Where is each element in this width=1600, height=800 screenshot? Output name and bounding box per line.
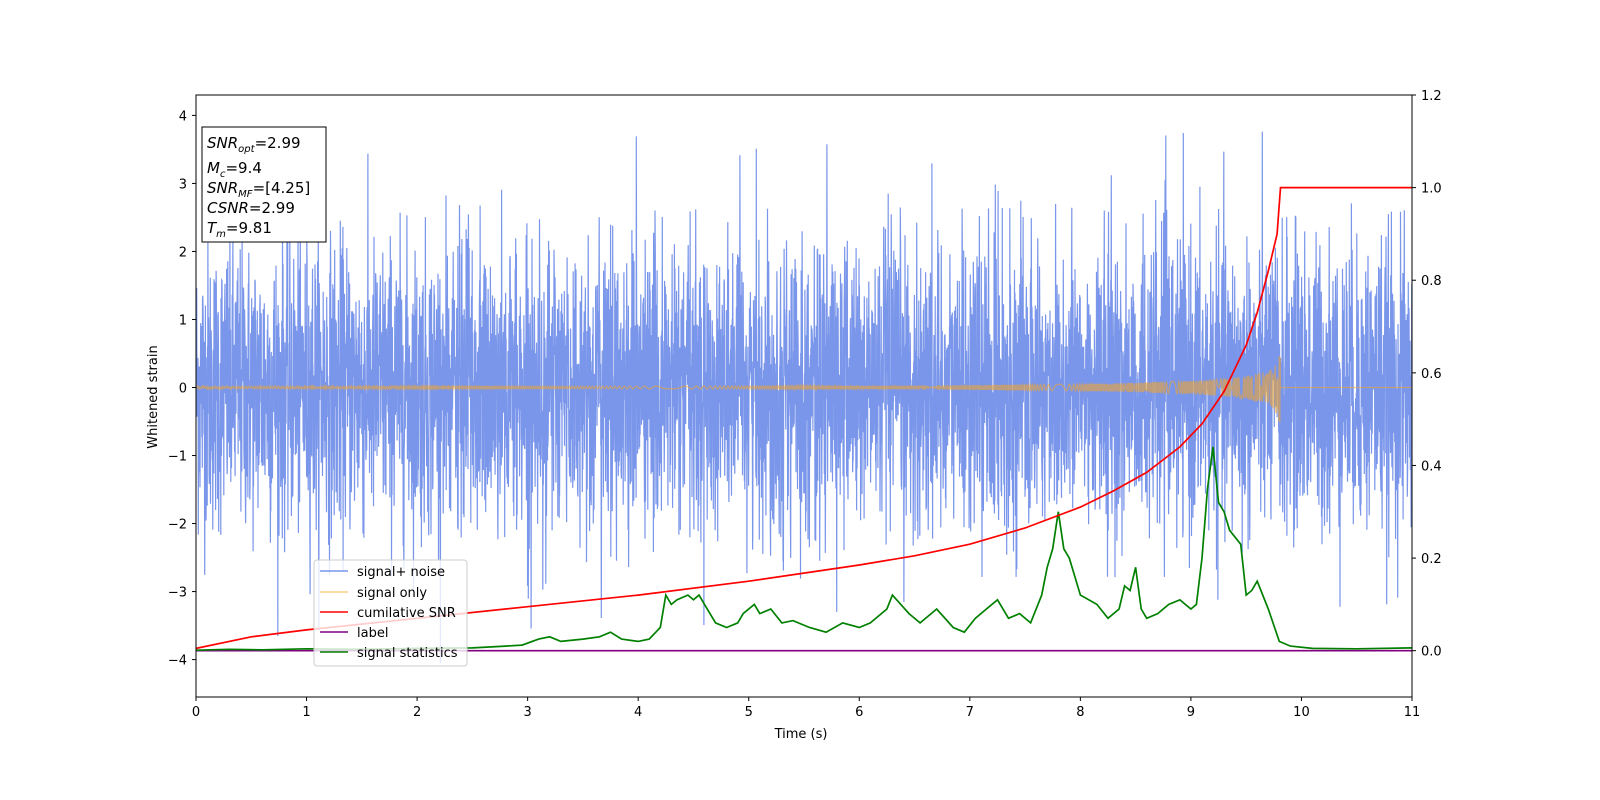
y2-tick-label: 1.2 [1421,89,1442,104]
y2-tick-label: 0.8 [1421,274,1442,289]
y-tick-label: −4 [168,654,187,669]
y-tick-label: −2 [168,518,187,533]
info-box-frame [201,126,327,243]
legend-label: signal+ noise [357,565,445,580]
axes-frame [195,94,1413,698]
y2-tick-label: 0.0 [1421,645,1442,660]
y-axis-label: Whitened strain [146,345,161,448]
x-axis: 0 1 2 3 4 5 6 7 8 9 10 11 [192,697,1420,720]
legend-label: signal statistics [357,646,458,661]
y-tick-label: 3 [179,177,187,192]
legend-label: signal only [357,586,427,601]
info-tm: Tm=9.81 [207,219,272,240]
series-signal-only [196,356,1412,423]
y-tick-label: 0 [179,381,187,396]
legend-entry-cumulative-snr: cumilative SNR [320,606,456,621]
x-tick-label: 9 [1187,705,1195,720]
x-tick-label: 11 [1404,705,1421,720]
legend-entry-signal-only: signal only [320,586,427,601]
x-axis-label: Time (s) [774,727,828,742]
y-axis-left: −4 −3 −2 −1 0 1 2 3 4 [168,109,196,669]
info-csnr: CSNR=2.99 [207,199,295,217]
y-tick-label: 4 [179,109,187,124]
legend-entry-signal-noise: signal+ noise [320,565,445,580]
info-snr-mf: SNRMF=[4.25] [207,179,310,200]
y-tick-label: 1 [179,313,187,328]
legend: signal+ noise signal only cumilative SNR… [313,559,468,667]
y2-tick-label: 1.0 [1421,182,1442,197]
y2-tick-label: 0.6 [1421,367,1442,382]
series-cumulative-snr [196,186,1412,650]
y-axis-right: 0.0 0.2 0.4 0.6 0.8 1.0 1.2 [1412,89,1442,660]
y-tick-label: −3 [168,586,187,601]
info-snr-opt: SNRopt=2.99 [207,134,301,155]
x-tick-label: 1 [302,705,310,720]
legend-label: cumilative SNR [357,606,456,621]
x-tick-label: 7 [966,705,974,720]
y2-tick-label: 0.2 [1421,552,1442,567]
x-tick-label: 8 [1076,705,1084,720]
x-tick-label: 10 [1293,705,1310,720]
y-tick-label: 2 [179,245,187,260]
legend-entry-signal-statistics: signal statistics [320,646,458,661]
y-tick-label: −1 [168,450,187,465]
x-tick-label: 2 [413,705,421,720]
x-tick-label: 4 [634,705,642,720]
y2-tick-label: 0.4 [1421,459,1442,474]
x-tick-label: 3 [523,705,531,720]
x-tick-label: 5 [745,705,753,720]
series-signal-noise [196,131,1412,664]
info-box: SNRopt=2.99 Mc=9.4 SNRMF=[4.25] CSNR=2.9… [201,126,327,243]
legend-label: label [357,626,388,641]
legend-entry-label: label [320,626,388,641]
x-tick-label: 0 [192,705,200,720]
x-tick-label: 6 [855,705,863,720]
series-signal-statistics [196,446,1412,652]
legend-frame [313,559,468,667]
info-mc: Mc=9.4 [207,159,262,180]
